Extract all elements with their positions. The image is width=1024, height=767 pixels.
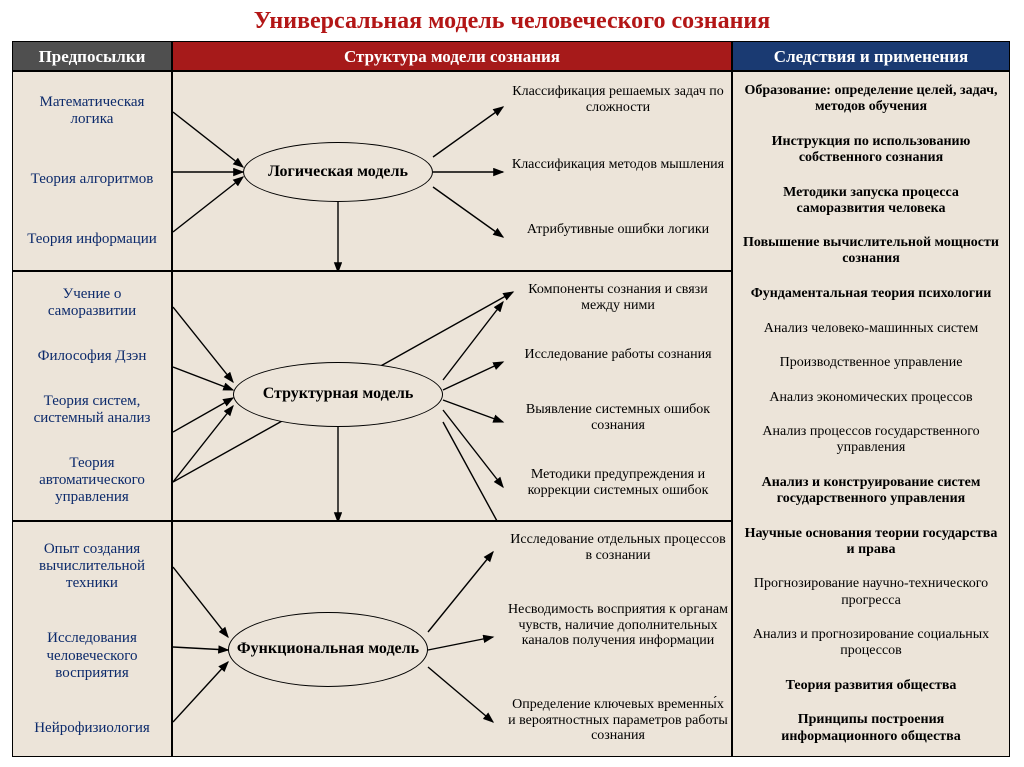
- prereq-item: Философия Дзэн: [13, 344, 171, 369]
- model-panel-2: Структурная модель Компоненты сознания и …: [172, 271, 732, 521]
- result-item: Анализ экономических процессов: [741, 390, 1001, 406]
- output-item: Исследование отдельных процессов в созна…: [508, 532, 728, 563]
- model-node: Структурная модель: [233, 362, 443, 427]
- result-item: Анализ процессов государственного управл…: [741, 424, 1001, 456]
- output-item: Компоненты сознания и связи между ними: [508, 282, 728, 313]
- result-item: Производственное управление: [741, 355, 1001, 371]
- result-item: Прогнозирование научно-технического прог…: [741, 576, 1001, 608]
- output-item: Исследование работы сознания: [508, 347, 728, 363]
- prereq-item: Нейрофизиология: [13, 716, 171, 741]
- prereq-item: Математическая логика: [13, 90, 171, 133]
- result-item: Повышение вычислительной мощности сознан…: [741, 235, 1001, 267]
- result-item: Анализ и конструирование систем государс…: [741, 475, 1001, 507]
- header-results: Следствия и применения: [732, 41, 1010, 71]
- output-item: Выявление системных ошибок сознания: [508, 402, 728, 433]
- prereq-item: Теория систем, системный анализ: [13, 389, 171, 432]
- prereq-item: Учение о саморазвитии: [13, 282, 171, 325]
- output-item: Классификация методов мышления: [508, 157, 728, 173]
- model-panel-3: Функциональная модель Исследование отдель…: [172, 521, 732, 757]
- output-item: Методики предупреждения и коррекции сист…: [508, 467, 728, 498]
- result-item: Научные основания теории государства и п…: [741, 526, 1001, 558]
- results-panel: Образование: определение целей, задач, м…: [732, 71, 1010, 757]
- prereq-item: Теория автоматического управления: [13, 451, 171, 511]
- output-item: Атрибутивные ошибки логики: [508, 222, 728, 238]
- result-item: Образование: определение целей, задач, м…: [741, 83, 1001, 115]
- result-item: Теория развития общества: [741, 678, 1001, 694]
- prereq-item: Опыт создания вычислительной техники: [13, 537, 171, 597]
- prereq-item: Исследования человеческого восприятия: [13, 626, 171, 686]
- model-node: Функциональная модель: [228, 612, 428, 687]
- prereq-panel-2: Учение о саморазвитии Философия Дзэн Теори…: [12, 271, 172, 521]
- model-node: Логическая модель: [243, 142, 433, 202]
- diagram-frame: Предпосылки Структура модели сознания Сл…: [12, 41, 1012, 761]
- header-prereq: Предпосылки: [12, 41, 172, 71]
- prereq-panel-1: Математическая логика Теория алгоритмов Те…: [12, 71, 172, 271]
- header-model: Структура модели сознания: [172, 41, 732, 71]
- output-item: Классификация решаемых задач по сложност…: [508, 84, 728, 115]
- prereq-panel-3: Опыт создания вычислительной техники Иссл…: [12, 521, 172, 757]
- result-item: Фундаментальная теория психологии: [741, 286, 1001, 302]
- page-title: Универсальная модель человеческого созна…: [0, 0, 1024, 41]
- result-item: Принципы построения информационного обще…: [741, 712, 1001, 744]
- result-item: Анализ и прогнозирование социальных проц…: [741, 627, 1001, 659]
- result-item: Инструкция по использованию собственного…: [741, 134, 1001, 166]
- prereq-item: Теория информации: [13, 227, 171, 252]
- result-item: Анализ человеко-машинных систем: [741, 321, 1001, 337]
- output-item: Определение ключевых временны́х и вероят…: [508, 697, 728, 744]
- prereq-item: Теория алгоритмов: [13, 167, 171, 192]
- model-panel-1: Логическая модель Классификация решаемых …: [172, 71, 732, 271]
- result-item: Методики запуска процесса саморазвития ч…: [741, 185, 1001, 217]
- output-item: Несводимость восприятия к органам чувств…: [508, 602, 728, 649]
